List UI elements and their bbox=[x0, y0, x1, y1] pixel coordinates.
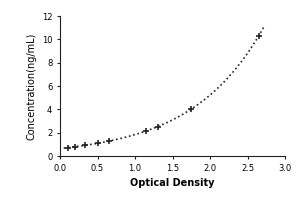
Y-axis label: Concentration(ng/mL): Concentration(ng/mL) bbox=[26, 32, 36, 140]
X-axis label: Optical Density: Optical Density bbox=[130, 178, 215, 188]
